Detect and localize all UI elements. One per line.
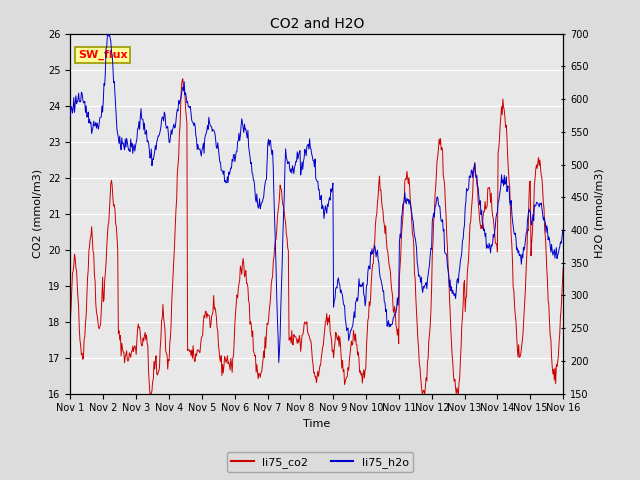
X-axis label: Time: Time [303, 419, 330, 429]
Y-axis label: CO2 (mmol/m3): CO2 (mmol/m3) [33, 169, 43, 258]
Title: CO2 and H2O: CO2 and H2O [269, 17, 364, 31]
Text: SW_flux: SW_flux [78, 50, 127, 60]
Legend: li75_co2, li75_h2o: li75_co2, li75_h2o [227, 452, 413, 472]
Y-axis label: H2O (mmol/m3): H2O (mmol/m3) [595, 169, 604, 258]
